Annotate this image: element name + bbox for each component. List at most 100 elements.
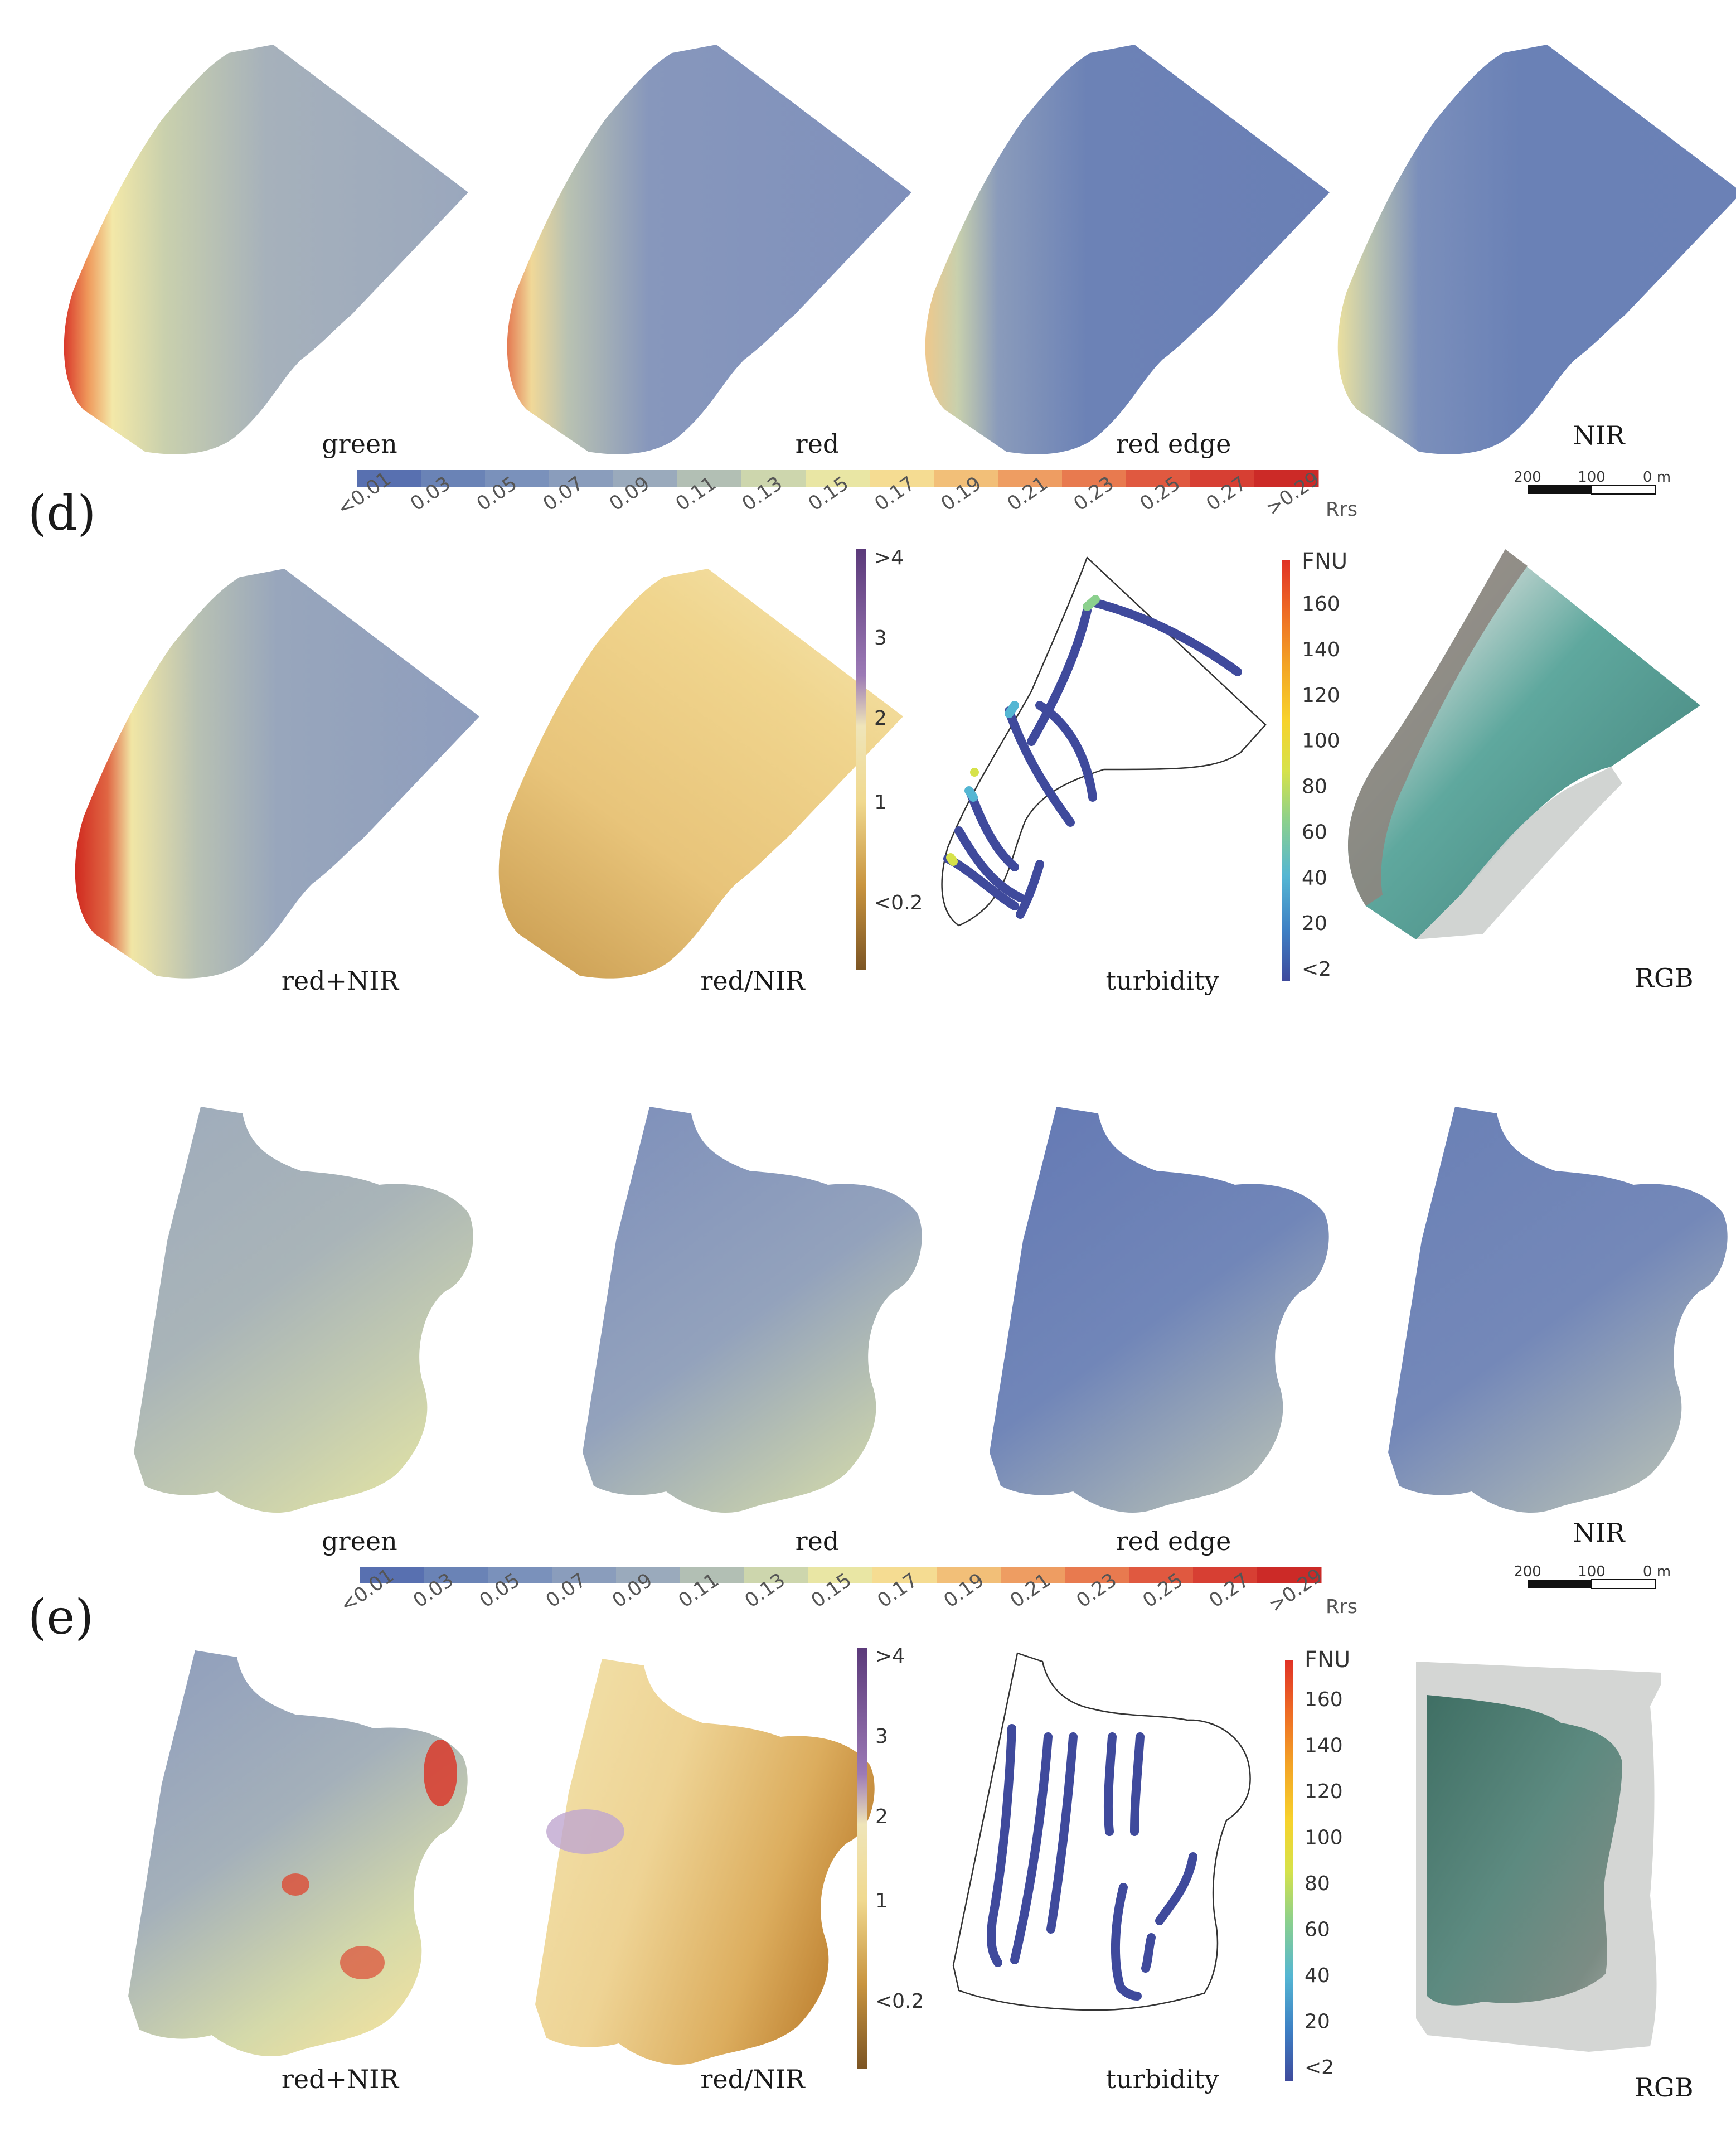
turbidity-track [1027, 606, 1092, 746]
colorbar-rrs-cell [455, 1567, 488, 1583]
turbidity-track-high [946, 853, 958, 866]
map-e-green [134, 1107, 473, 1513]
colorbar-rrs-cell [613, 470, 646, 487]
scalebar-label-100: 100 [1578, 1563, 1606, 1580]
colorbar-rrs-cell [1225, 1567, 1258, 1583]
colorbar-rrs-cell [1032, 1567, 1065, 1583]
map-e-turbidity [952, 1652, 1251, 2011]
map-e-red-nir-sum [128, 1650, 468, 2057]
colorbar-fnu-tick: 140 [1302, 638, 1340, 661]
colorbar-rrs-cell [485, 470, 517, 487]
colorbar-rrs-cell [520, 1567, 552, 1583]
colorbar-rrs-cell [937, 1567, 969, 1583]
label-d-rgb: RGB [1635, 963, 1693, 993]
section-d: green red red edge NIR (d) <0.01 0.03 0.05… [28, 45, 1736, 996]
colorbar-fnu-tick: 160 [1305, 1688, 1343, 1711]
panel-letter-e: (e) [28, 1590, 94, 1645]
scalebar-label-200: 200 [1514, 469, 1541, 486]
label-d-nir: NIR [1573, 420, 1625, 451]
colorbar-rrs-cell [1097, 1567, 1129, 1583]
colorbar-rrs-cell [680, 1567, 712, 1583]
colorbar-fnu-tick: <2 [1305, 2056, 1334, 2079]
map-d-red-edge [925, 45, 1330, 454]
colorbar-rrs-cell [517, 470, 550, 487]
colorbar-rrs-cell [712, 1567, 745, 1583]
turbidity-track [1141, 1933, 1156, 1973]
turbidity-track [1016, 860, 1044, 919]
colorbar-rrs-cell [1289, 1567, 1322, 1583]
label-e-red-nir-sum: red+NIR [282, 2064, 400, 2094]
map-e-nir [1388, 1107, 1728, 1513]
label-e-red: red [796, 1526, 840, 1556]
colorbar-rrs-cell [744, 1567, 777, 1583]
colorbar-ratio-tick: >4 [874, 546, 904, 569]
scalebar-label-200: 200 [1514, 1563, 1541, 1580]
colorbar-fnu-tick: 40 [1302, 866, 1327, 889]
colorbar-rrs-cell [389, 470, 421, 487]
turbidity-track [1005, 706, 1075, 827]
colorbar-rrs-unit: Rrs [1326, 1596, 1357, 1618]
colorbar-rrs-cell [870, 470, 902, 487]
colorbar-ratio-e: >4 3 2 1 <0.2 [857, 1645, 924, 2069]
turbidity-track [1088, 598, 1242, 676]
colorbar-ratio-tick: 2 [875, 1805, 888, 1828]
map-d-turbidity [941, 556, 1267, 927]
colorbar-rrs-unit: Rrs [1326, 498, 1357, 521]
label-d-red-nir-ratio: red/NIR [700, 966, 806, 996]
colorbar-rrs-cell [1062, 470, 1094, 487]
turbidity-track [1035, 701, 1097, 802]
colorbar-rrs-cell [616, 1567, 648, 1583]
turbidity-track [1046, 1732, 1078, 1934]
map-e-red [583, 1107, 922, 1513]
colorbar-fnu-tick: 20 [1302, 912, 1327, 935]
colorbar-rrs-cell [741, 470, 774, 487]
colorbar-rrs-cell [648, 1567, 681, 1583]
colorbar-rrs-cell [1257, 1567, 1289, 1583]
colorbar-rrs-cell [1222, 470, 1255, 487]
colorbar-fnu-tick: 120 [1305, 1780, 1343, 1803]
colorbar-rrs-cell [1286, 470, 1319, 487]
turbidity-track [954, 826, 1025, 902]
colorbar-rrs-cell [584, 1567, 617, 1583]
colorbar-rrs-cell [840, 1567, 873, 1583]
turbidity-track [1103, 1732, 1117, 1836]
colorbar-fnu-tick: 100 [1302, 730, 1340, 753]
colorbar-rrs-cell [421, 470, 453, 487]
colorbar-ratio-tick: >4 [875, 1645, 905, 1668]
colorbar-rrs-d: <0.01 0.03 0.05 0.07 0.09 0.11 0.13 0.15 0.17 0.1… [333, 468, 1357, 521]
colorbar-rrs-cell [1254, 470, 1287, 487]
label-e-red-nir-ratio: red/NIR [700, 2064, 806, 2094]
turbidity-track [1155, 1852, 1197, 1925]
turbidity-track [987, 1724, 1016, 1967]
colorbar-rrs-cell [360, 1567, 392, 1583]
colorbar-rrs-cell [901, 470, 934, 487]
colorbar-fnu-tick: 80 [1302, 776, 1327, 798]
colorbar-rrs-cell [552, 1567, 584, 1583]
label-d-red: red [796, 429, 840, 459]
colorbar-rrs-cell [1158, 470, 1191, 487]
colorbar-fnu-tick: 160 [1302, 593, 1340, 616]
label-d-red-nir-sum: red+NIR [282, 966, 400, 996]
scalebar-e: 200 100 0 m [1514, 1563, 1671, 1589]
colorbar-rrs-cell [357, 470, 389, 487]
colorbar-rrs-cell [1126, 470, 1158, 487]
turbidity-track [1010, 1732, 1053, 1964]
colorbar-rrs-cell [998, 470, 1030, 487]
map-d-nir [1337, 45, 1736, 454]
panel-letter-d: (d) [28, 486, 96, 541]
colorbar-fnu-tick: 40 [1305, 1964, 1330, 1987]
colorbar-ratio-tick: 1 [875, 1890, 888, 1912]
label-e-turbidity: turbidity [1106, 2064, 1219, 2094]
colorbar-rrs-cell [709, 470, 742, 487]
colorbar-rrs-cell [872, 1567, 905, 1583]
colorbar-fnu-e: FNU 160 140 120 100 80 60 40 20 <2 [1285, 1647, 1350, 2081]
colorbar-rrs-cell [1190, 470, 1223, 487]
colorbar-fnu-tick: 20 [1305, 2011, 1330, 2033]
colorbar-fnu-d: FNU 160 140 120 100 80 60 40 20 <2 [1282, 549, 1347, 981]
colorbar-ratio-tick: 2 [874, 707, 887, 730]
colorbar-rrs-cell [773, 470, 806, 487]
colorbar-fnu-tick: 60 [1305, 1919, 1330, 1941]
colorbar-rrs-cell [776, 1567, 809, 1583]
colorbar-rrs-cell [453, 470, 486, 487]
label-e-green: green [322, 1526, 397, 1556]
